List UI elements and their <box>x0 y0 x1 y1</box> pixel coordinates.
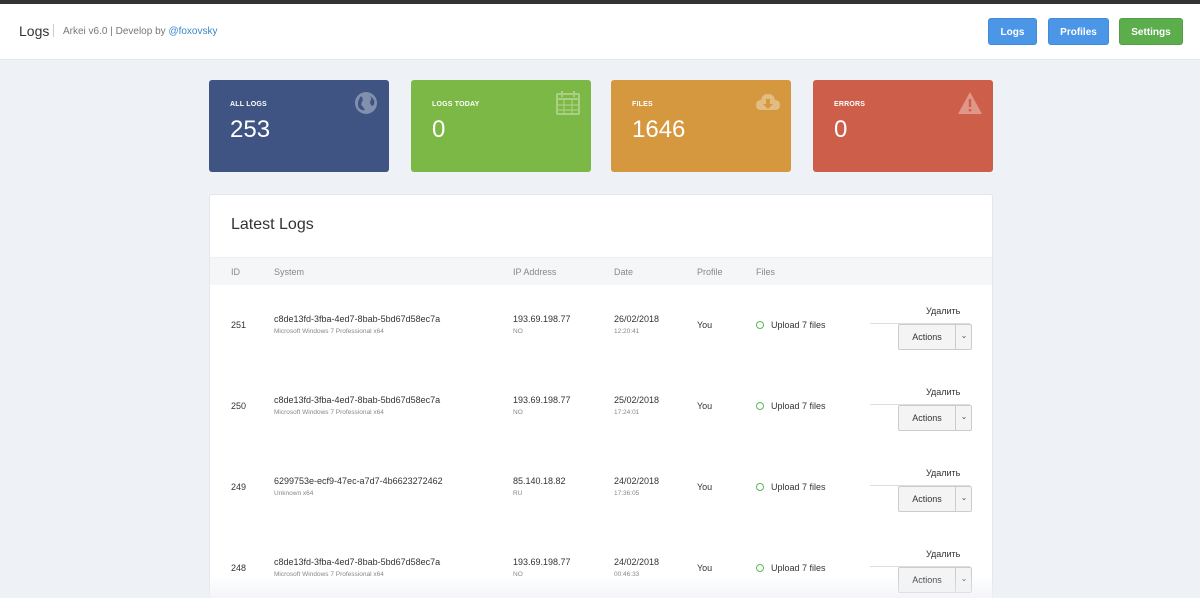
log-date: 26/02/2018 <box>614 314 660 324</box>
log-id: 249 <box>231 482 247 492</box>
tile-value: 0 <box>834 116 848 143</box>
tile-label: ALL LOGS <box>230 101 267 108</box>
profile-name: You <box>697 563 713 573</box>
log-date: 25/02/2018 <box>614 395 660 405</box>
delete-link[interactable]: Удалить <box>926 549 961 559</box>
menu-divider <box>870 566 970 567</box>
tile-value: 1646 <box>632 116 686 143</box>
cloud-download-icon <box>756 94 780 110</box>
actions-label: Actions <box>912 413 942 423</box>
log-id: 250 <box>231 401 247 411</box>
table-row: 250 c8de13fd-3fba-4ed7-8bab-5bd67d58ec7a… <box>210 366 992 447</box>
column-header-id: ID <box>231 267 240 277</box>
files-status: Upload 7 files <box>771 482 826 492</box>
tile-logs-today: LOGS TODAY 0 <box>411 80 591 172</box>
calendar-icon <box>556 91 580 115</box>
ip-address: 193.69.198.77 <box>513 557 571 567</box>
log-date: 24/02/2018 <box>614 557 660 567</box>
tile-value: 253 <box>230 116 271 143</box>
tile-label: FILES <box>632 101 653 108</box>
chevron-down-icon[interactable]: ⌄ <box>955 406 972 430</box>
delete-link[interactable]: Удалить <box>926 468 961 478</box>
settings-button[interactable]: Settings <box>1119 18 1183 45</box>
menu-divider <box>870 485 970 486</box>
system-id: 6299753e-ecf9-47ec-a7d7-4b6623272462 <box>274 476 443 486</box>
menu-divider <box>870 323 970 324</box>
app-version-credit: Arkei v6.0 | Develop by @foxovsky <box>63 26 218 37</box>
table-row: 249 6299753e-ecf9-47ec-a7d7-4b6623272462… <box>210 447 992 528</box>
status-circle-icon <box>756 564 764 572</box>
column-header-files: Files <box>756 267 776 277</box>
country-code: NO <box>513 409 523 416</box>
actions-label: Actions <box>912 494 942 504</box>
panel-title: Latest Logs <box>231 216 314 233</box>
ip-address: 85.140.18.82 <box>513 476 566 486</box>
profiles-button[interactable]: Profiles <box>1048 18 1109 45</box>
author-link[interactable]: @foxovsky <box>168 26 218 37</box>
bottom-fade <box>0 575 1200 598</box>
os-name: Microsoft Windows 7 Professional x64 <box>274 328 384 335</box>
warning-icon <box>958 92 982 114</box>
status-circle-icon <box>756 321 764 329</box>
ip-address: 193.69.198.77 <box>513 395 571 405</box>
files-status: Upload 7 files <box>771 563 826 573</box>
tile-errors: ERRORS 0 <box>813 80 993 172</box>
tile-value: 0 <box>432 116 446 143</box>
actions-dropdown[interactable]: Actions ⌄ <box>898 486 972 512</box>
globe-icon <box>355 92 377 114</box>
tile-label: LOGS TODAY <box>432 101 480 108</box>
profile-name: You <box>697 482 713 492</box>
status-circle-icon <box>756 483 764 491</box>
logs-button[interactable]: Logs <box>988 18 1037 45</box>
top-accent-bar <box>0 0 1200 4</box>
files-status: Upload 7 files <box>771 320 826 330</box>
chevron-down-icon[interactable]: ⌄ <box>955 487 972 511</box>
column-header-ip: IP Address <box>513 267 557 277</box>
ip-address: 193.69.198.77 <box>513 314 571 324</box>
log-id: 251 <box>231 320 247 330</box>
log-id: 248 <box>231 563 247 573</box>
column-header-profile: Profile <box>697 267 723 277</box>
log-time: 17:24:01 <box>614 409 640 416</box>
delete-link[interactable]: Удалить <box>926 306 961 316</box>
log-time: 17:36:05 <box>614 490 640 497</box>
os-name: Microsoft Windows 7 Professional x64 <box>274 409 384 416</box>
column-header-date: Date <box>614 267 634 277</box>
country-code: RU <box>513 490 523 497</box>
log-time: 00:46:33 <box>614 571 639 578</box>
actions-dropdown[interactable]: Actions ⌄ <box>898 324 972 350</box>
table-header: ID System IP Address Date Profile Files <box>210 257 992 285</box>
tile-files: FILES 1646 <box>611 80 791 172</box>
profile-name: You <box>697 320 713 330</box>
log-date: 24/02/2018 <box>614 476 660 486</box>
latest-logs-panel: Latest Logs ID System IP Address Date Pr… <box>209 194 993 598</box>
actions-dropdown[interactable]: Actions ⌄ <box>898 405 972 431</box>
system-id: c8de13fd-3fba-4ed7-8bab-5bd67d58ec7a <box>274 395 441 405</box>
log-time: 12:20:41 <box>614 328 640 335</box>
title-divider <box>53 24 54 37</box>
country-code: NO <box>513 571 523 578</box>
os-name: Unknown x64 <box>274 490 314 497</box>
column-header-system: System <box>274 267 305 277</box>
table-row: 251 c8de13fd-3fba-4ed7-8bab-5bd67d58ec7a… <box>210 285 992 366</box>
country-code: NO <box>513 328 523 335</box>
menu-divider <box>870 404 970 405</box>
chevron-down-icon[interactable]: ⌄ <box>955 325 972 349</box>
system-id: c8de13fd-3fba-4ed7-8bab-5bd67d58ec7a <box>274 314 441 324</box>
tile-label: ERRORS <box>834 101 866 108</box>
system-id: c8de13fd-3fba-4ed7-8bab-5bd67d58ec7a <box>274 557 441 567</box>
page-title: Logs <box>19 23 50 39</box>
os-name: Microsoft Windows 7 Professional x64 <box>274 571 384 578</box>
profile-name: You <box>697 401 713 411</box>
status-circle-icon <box>756 402 764 410</box>
app-version-text: Arkei v6.0 | Develop by <box>63 26 169 37</box>
actions-label: Actions <box>912 332 942 342</box>
header: Logs Arkei v6.0 | Develop by @foxovsky L… <box>0 4 1200 60</box>
files-status: Upload 7 files <box>771 401 826 411</box>
tile-all-logs: ALL LOGS 253 <box>209 80 389 172</box>
delete-link[interactable]: Удалить <box>926 387 961 397</box>
